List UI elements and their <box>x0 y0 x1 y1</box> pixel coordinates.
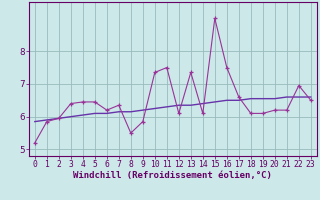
X-axis label: Windchill (Refroidissement éolien,°C): Windchill (Refroidissement éolien,°C) <box>73 171 272 180</box>
